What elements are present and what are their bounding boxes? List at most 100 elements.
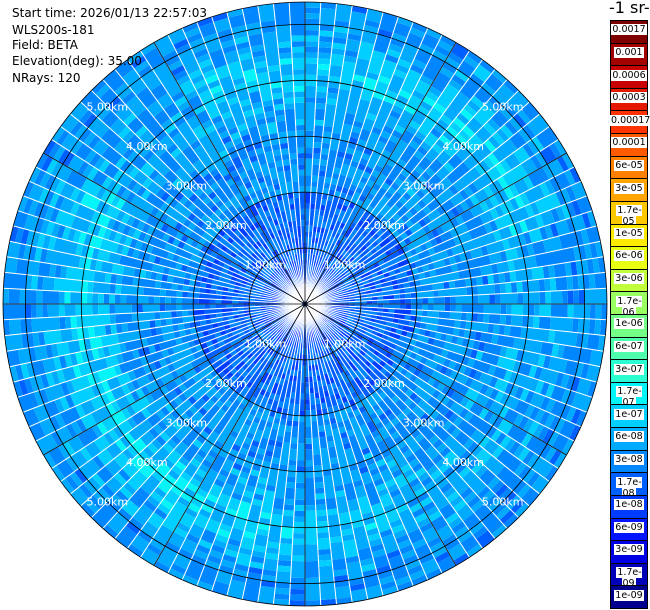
colorbar-tick-label: 3e-06 [614, 273, 644, 285]
ray-separator [307, 305, 541, 495]
ray-separator [305, 34, 443, 302]
ray-separator [13, 225, 303, 304]
ray-separator [306, 306, 496, 540]
ray-separator [51, 305, 303, 469]
colorbar-tick-label: 1.7e-07 [616, 386, 642, 409]
colorbar-tick-label: 1.7e-09 [616, 567, 642, 590]
range-label: 2.00km [205, 219, 247, 232]
range-label: 5.00km [482, 100, 524, 113]
ray-separator [257, 5, 306, 302]
range-label: 5.00km [86, 100, 128, 113]
ray-separator [102, 79, 304, 303]
range-label: 4.00km [126, 456, 168, 469]
ray-separator [307, 305, 559, 469]
field-label: Field: BETA [12, 38, 78, 52]
ray-separator [13, 304, 303, 383]
ray-separator [306, 305, 508, 529]
ray-separator [22, 195, 303, 304]
range-label: 5.00km [86, 496, 128, 509]
colorbar-tick-label: 6e-07 [614, 340, 644, 352]
azimuth-line [43, 152, 306, 305]
ray-separator [306, 306, 483, 549]
ray-separator [17, 304, 303, 398]
colorbar-tick-label: 3e-05 [614, 182, 644, 194]
ray-separator [307, 240, 601, 304]
ray-separator [305, 21, 414, 302]
ray-separator [28, 180, 303, 304]
ray-separator [241, 8, 305, 302]
colorbar-tick-label: 1e-05 [614, 227, 644, 239]
ray-separator [307, 304, 597, 383]
colorbar-tick-label: 0.0001 [611, 137, 647, 149]
ray-separator [211, 306, 305, 592]
ray-separator [307, 303, 604, 352]
ray-separator [305, 306, 414, 587]
ray-separator [304, 306, 338, 605]
ray-separator [114, 68, 304, 302]
range-label: 2.00km [363, 377, 405, 390]
ray-separator [307, 287, 607, 305]
ray-separator [69, 113, 303, 303]
ray-separator [226, 12, 305, 302]
azimuth-line [43, 303, 306, 456]
range-label: 4.00km [442, 456, 484, 469]
ray-separator [167, 34, 305, 302]
colorbar-tick-label: 6e-06 [614, 250, 644, 262]
start-time-label: Start time: 2026/01/13 22:57:03 [12, 6, 207, 20]
ray-separator [3, 287, 303, 305]
range-label: 1.00km [245, 338, 287, 351]
colorbar-tick-label: 3e-08 [614, 454, 644, 465]
ray-separator [307, 304, 601, 368]
ray-separator [306, 68, 496, 302]
ray-separator [35, 166, 303, 304]
ray-separator [306, 59, 483, 302]
ray-separator [3, 303, 303, 321]
ray-separator [211, 16, 305, 302]
ray-separator [305, 306, 369, 600]
ray-separator [304, 2, 322, 302]
colorbar-tick-label: 0.001 [614, 46, 644, 58]
ray-separator [307, 304, 593, 398]
ray-separator [307, 256, 604, 305]
range-label: 1.00km [324, 258, 366, 271]
ray-separator [306, 305, 519, 518]
azimuth-line [153, 42, 306, 305]
ray-separator [288, 306, 306, 606]
range-label: 3.00km [166, 417, 208, 430]
azimuth-line [304, 303, 567, 456]
ray-separator [305, 12, 384, 302]
instrument-label: WLS200s-181 [12, 23, 95, 37]
ray-separator [307, 166, 575, 304]
ray-separator [307, 195, 588, 304]
colorbar-tick-label: 0.0003 [611, 92, 647, 104]
range-label: 4.00km [126, 140, 168, 153]
ray-separator [91, 90, 304, 303]
azimuth-line [304, 42, 457, 305]
ray-separator [6, 256, 303, 305]
colorbar-tick-label: 1.7e-06 [616, 295, 642, 318]
ray-separator [305, 306, 429, 581]
ppi-scan-plot: 1.00km 1.00km 1.00km 1.00km 2.00km 2.00km 2.00… [2, 1, 608, 607]
ray-separator [28, 304, 303, 428]
ray-separator [307, 304, 588, 413]
ray-separator [127, 59, 304, 302]
range-label: 1.00km [245, 258, 287, 271]
range-label: 3.00km [403, 417, 445, 430]
ray-separator [304, 306, 322, 606]
colorbar-tick-label: 3e-07 [614, 363, 644, 375]
ray-separator [304, 3, 338, 302]
range-label: 5.00km [482, 496, 524, 509]
range-rings-and-spokes [2, 1, 608, 607]
colorbar-tick-label: 0.0017 [611, 24, 647, 36]
azimuth-line [153, 303, 306, 566]
ray-separator [307, 225, 597, 304]
ray-separator [17, 210, 303, 304]
ray-separator [257, 306, 306, 603]
range-label: 2.00km [363, 219, 405, 232]
ray-separator [305, 16, 399, 302]
colorbar-tick-label: 1e-07 [614, 408, 644, 420]
ray-separator [307, 126, 550, 303]
colorbar-tick-label: 6e-08 [614, 431, 644, 443]
ray-separator [51, 139, 303, 303]
ray-separator [288, 2, 306, 302]
